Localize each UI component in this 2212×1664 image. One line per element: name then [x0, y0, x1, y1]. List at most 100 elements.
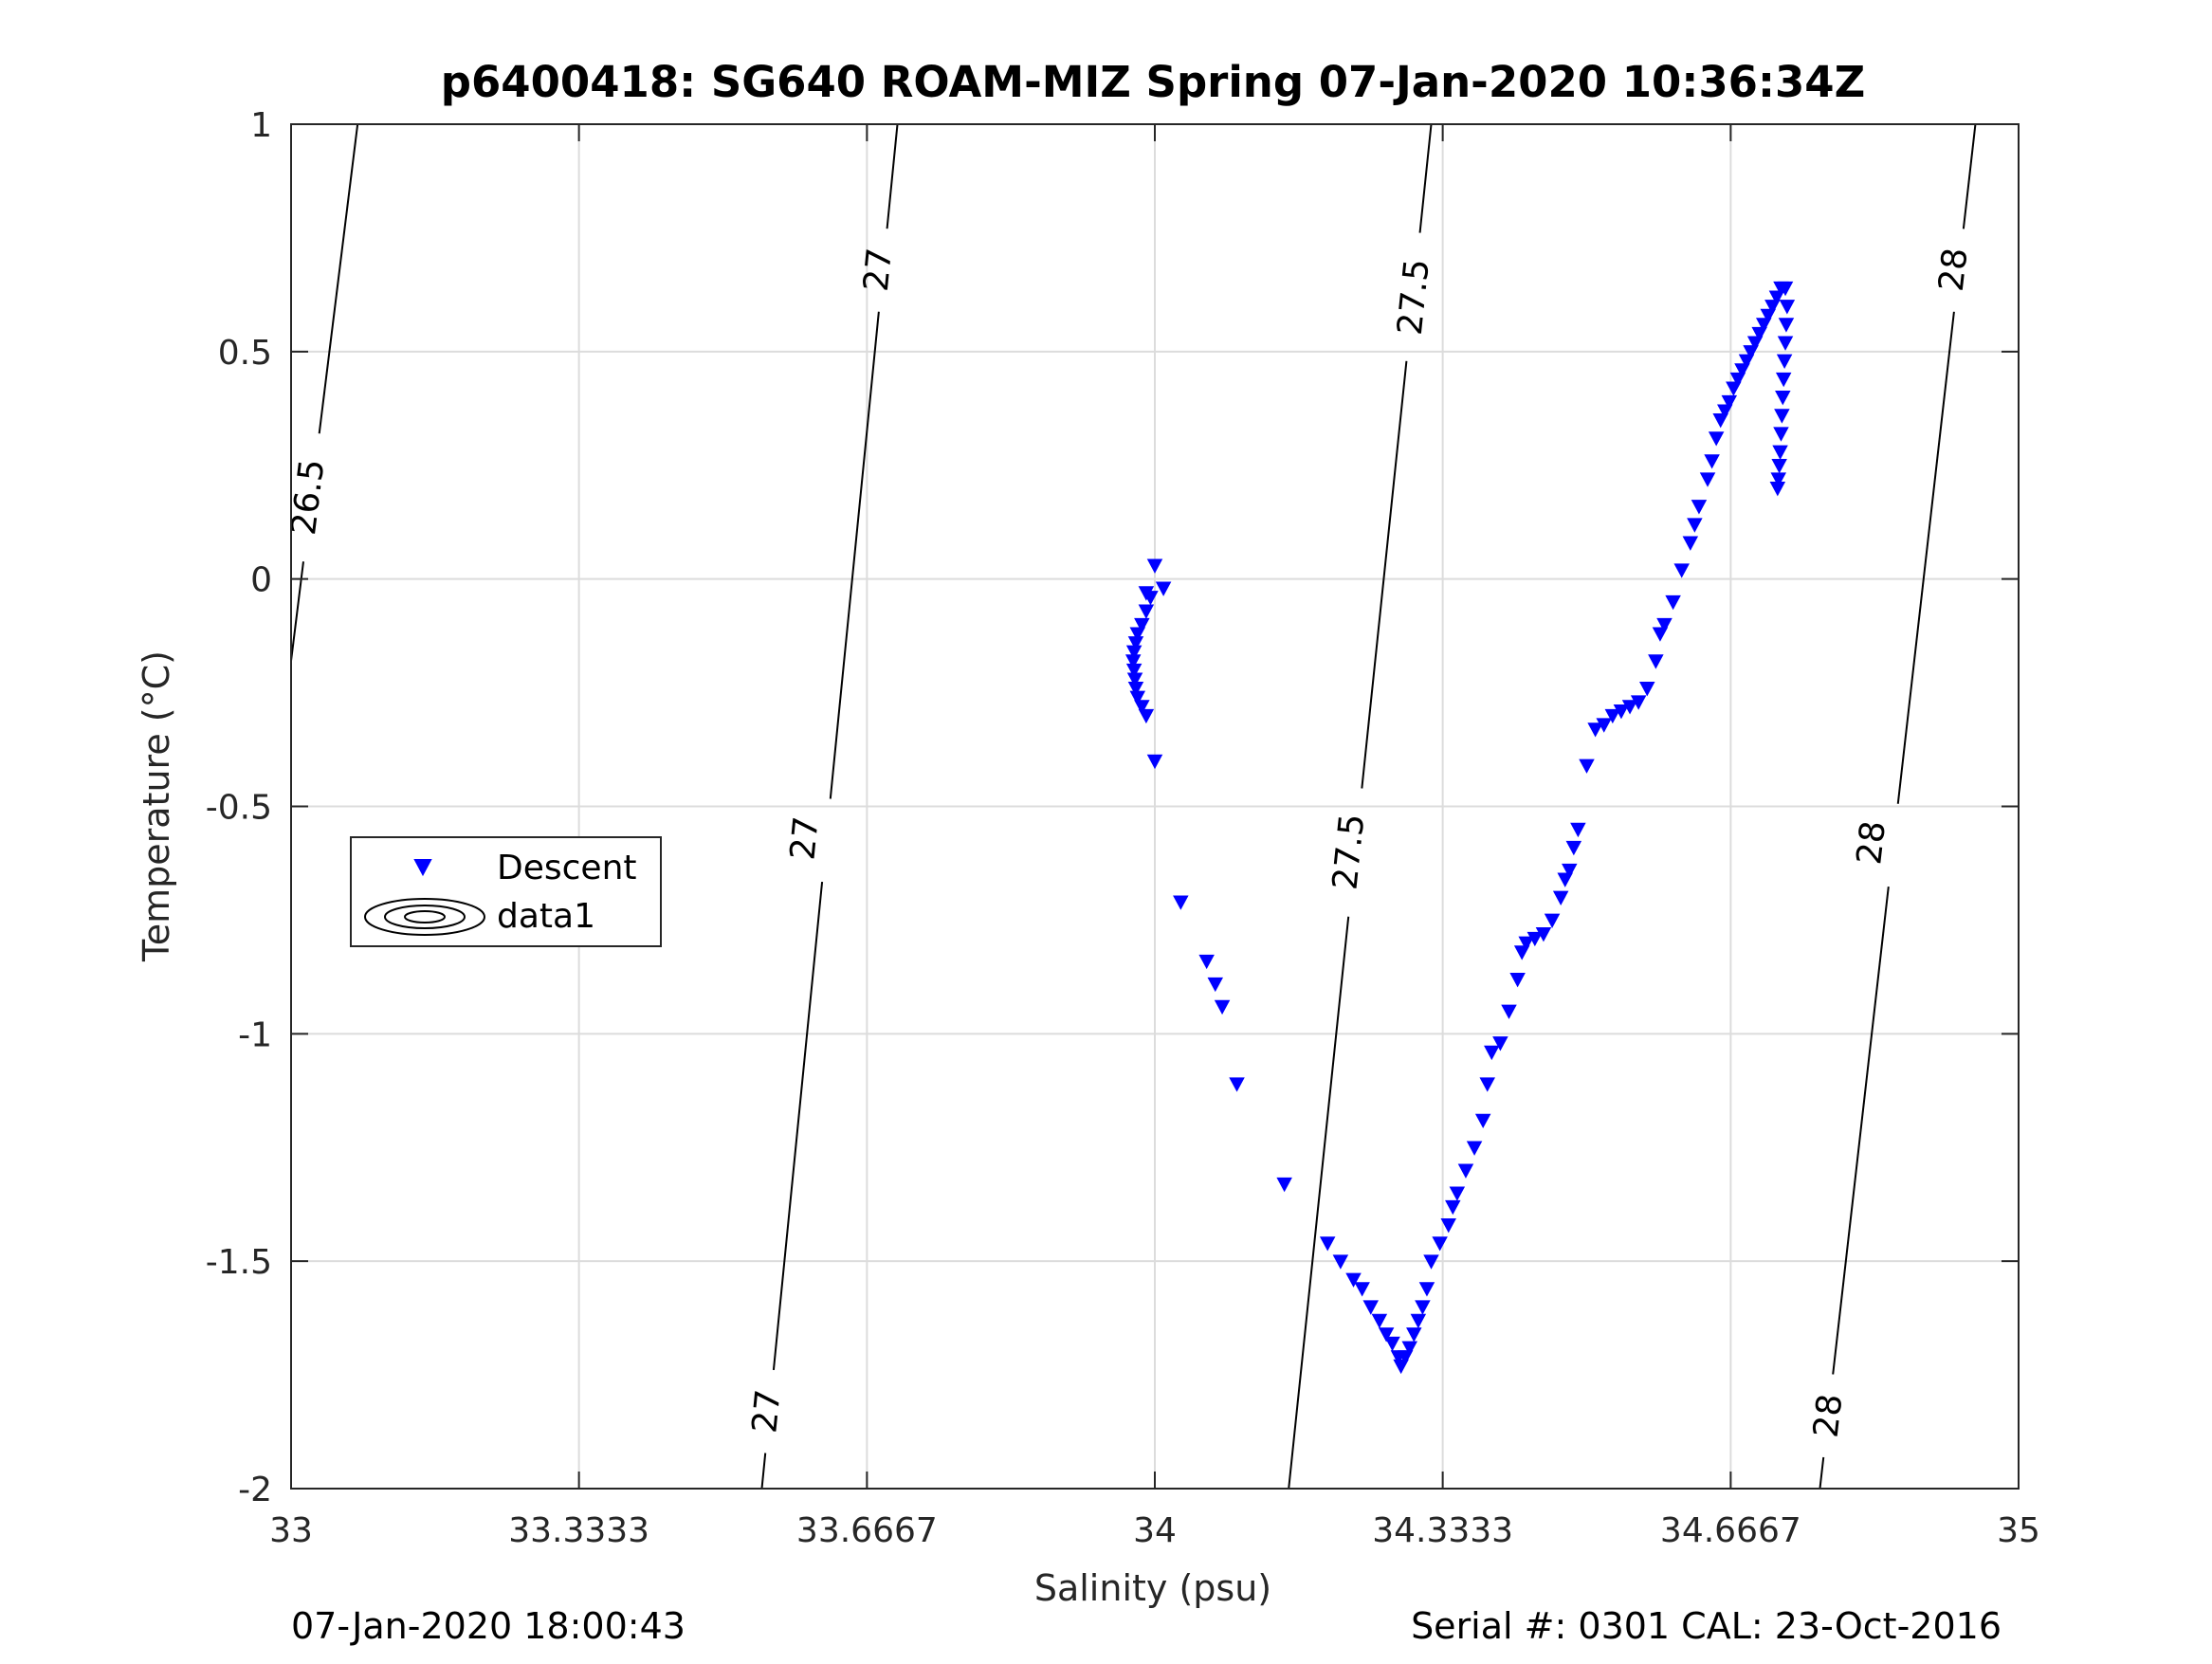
contour-label-27-0: 27: [857, 247, 900, 294]
contour-label-28-1: 28: [1850, 819, 1893, 867]
descent-point-13: [1129, 690, 1146, 705]
footer-serial-cal: Serial #: 0301 CAL: 23-Oct-2016: [1411, 1605, 2002, 1647]
descent-point-107: [1770, 472, 1786, 487]
descent-point-89: [1746, 336, 1764, 351]
descent-point-23: [1319, 1236, 1336, 1252]
descent-point-53: [1518, 936, 1534, 951]
descent-point-93: [1764, 300, 1781, 315]
contour-label-28-2: 28: [1807, 1392, 1851, 1439]
descent-point-91: [1756, 318, 1772, 333]
descent-point-64: [1596, 718, 1612, 733]
descent-point-72: [1656, 617, 1673, 633]
descent-point-41: [1440, 1218, 1456, 1234]
descent-point-83: [1721, 394, 1738, 411]
descent-point-39: [1423, 1254, 1439, 1270]
legend-box: [350, 836, 662, 947]
legend-descent-marker: [413, 859, 432, 877]
descent-point-51: [1509, 973, 1526, 988]
descent-point-105: [1772, 445, 1788, 460]
contour-line-27.5-seg-0: [1418, 124, 1433, 233]
descent-point-1: [1155, 581, 1172, 596]
descent-point-78: [1699, 472, 1716, 487]
descent-point-29: [1378, 1327, 1395, 1343]
descent-point-66: [1613, 704, 1630, 720]
descent-point-54: [1526, 931, 1544, 947]
descent-point-87: [1738, 354, 1755, 370]
descent-point-27: [1362, 1300, 1380, 1315]
descent-point-34: [1401, 1341, 1417, 1356]
descent-point-98: [1778, 318, 1795, 333]
descent-point-56: [1544, 913, 1561, 928]
y-axis-label: Temperature (°C): [136, 650, 177, 962]
descent-point-60: [1565, 840, 1582, 856]
contour-line-27-seg-2: [772, 881, 824, 1371]
contour-label-27-1: 27: [783, 814, 826, 862]
descent-point-88: [1743, 345, 1759, 360]
descent-point-46: [1474, 1113, 1491, 1129]
y-tick-label-4: -1: [238, 1015, 272, 1054]
descent-point-45: [1466, 1141, 1483, 1156]
descent-point-77: [1691, 500, 1708, 515]
descent-point-35: [1406, 1327, 1422, 1343]
x-axis-label: Salinity (psu): [1034, 1567, 1271, 1609]
descent-point-61: [1570, 822, 1586, 838]
descent-point-74: [1673, 563, 1690, 578]
descent-point-85: [1729, 372, 1746, 388]
descent-point-92: [1760, 308, 1777, 324]
x-tick-label-5: 34.6667: [1660, 1511, 1801, 1550]
descent-point-59: [1562, 863, 1578, 879]
descent-point-68: [1630, 695, 1647, 710]
descent-point-65: [1604, 708, 1621, 724]
descent-point-16: [1146, 754, 1163, 770]
descent-point-97: [1779, 300, 1796, 315]
descent-point-90: [1751, 326, 1767, 342]
x-tick-label-3: 34: [1133, 1511, 1177, 1550]
descent-point-5: [1134, 617, 1150, 633]
descent-point-18: [1198, 954, 1215, 970]
descent-point-48: [1484, 1045, 1500, 1061]
descent-point-21: [1229, 1077, 1245, 1092]
descent-point-73: [1665, 594, 1681, 611]
descent-point-20: [1214, 999, 1231, 1015]
y-tick-label-0: 1: [250, 106, 272, 145]
descent-series: [1124, 281, 1796, 1375]
descent-point-7: [1127, 636, 1144, 651]
descent-point-11: [1126, 672, 1143, 687]
descent-point-24: [1332, 1254, 1349, 1270]
descent-point-104: [1773, 427, 1789, 442]
descent-point-84: [1726, 381, 1742, 396]
legend: Descent data1: [350, 836, 662, 947]
descent-point-3: [1143, 591, 1159, 606]
descent-point-75: [1682, 536, 1699, 551]
descent-point-57: [1552, 890, 1569, 906]
descent-point-55: [1535, 927, 1552, 942]
descent-point-9: [1124, 654, 1142, 669]
descent-point-86: [1734, 363, 1750, 378]
descent-point-43: [1449, 1186, 1466, 1201]
descent-point-40: [1432, 1236, 1448, 1252]
descent-point-81: [1712, 413, 1728, 429]
descent-point-33: [1397, 1350, 1414, 1365]
descent-point-52: [1513, 945, 1530, 960]
descent-point-82: [1717, 404, 1733, 419]
descent-point-58: [1557, 872, 1573, 887]
legend-contour-icon: [364, 898, 485, 936]
descent-point-80: [1708, 431, 1725, 447]
contour-line-27-seg-3: [760, 1453, 767, 1489]
descent-point-100: [1776, 354, 1793, 370]
descent-point-70: [1648, 654, 1664, 669]
contour-line-26.5-seg-1: [291, 561, 304, 662]
x-tick-label-4: 34.3333: [1372, 1511, 1513, 1550]
legend-descent-label: Descent: [497, 849, 637, 887]
x-tick-label-2: 33.6667: [796, 1511, 938, 1550]
descent-point-47: [1479, 1077, 1495, 1092]
descent-point-14: [1134, 700, 1150, 715]
legend-data1-label: data1: [497, 897, 595, 936]
descent-point-28: [1371, 1313, 1388, 1329]
y-tick-label-6: -2: [238, 1471, 272, 1509]
chart-title: p6400418: SG640 ROAM-MIZ Spring 07-Jan-2…: [441, 57, 1865, 107]
descent-point-32: [1393, 1359, 1409, 1375]
